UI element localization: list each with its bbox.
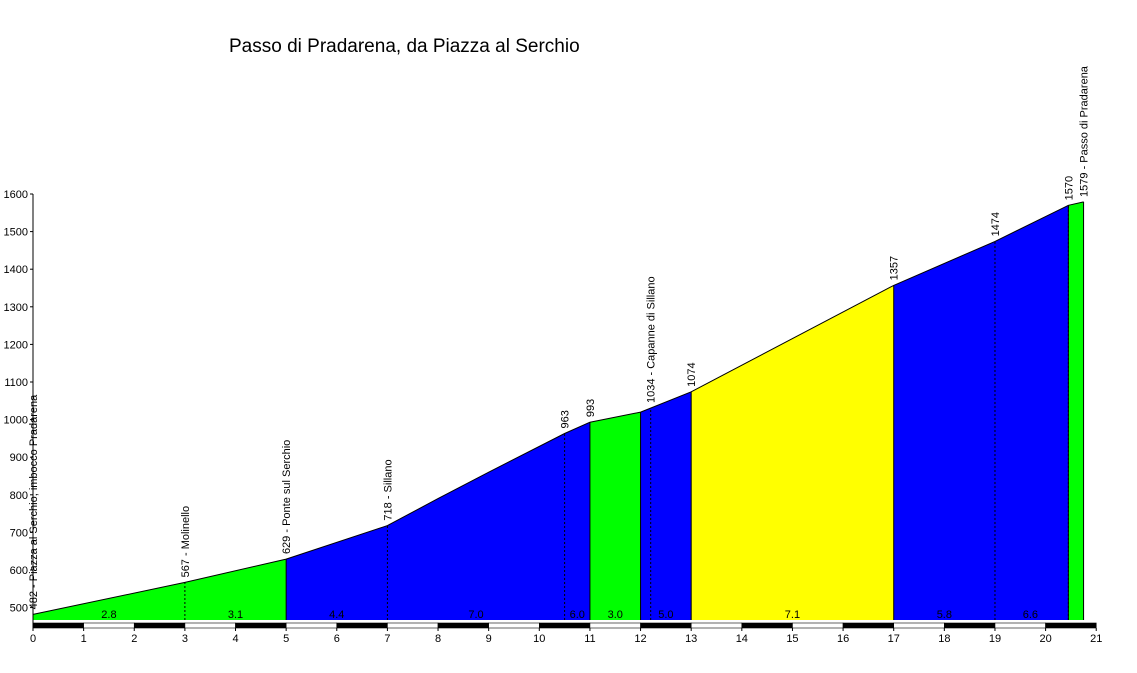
scale-block-2 xyxy=(133,622,186,629)
axes: 500 600 700 800 900 1000 1100 1200 1300 1400 1500 1… xyxy=(4,189,34,628)
x-tick-label-20: 20 xyxy=(1039,633,1051,645)
y-tick-label-1000: 1000 xyxy=(4,415,28,427)
gradient-label-4: 6.0 xyxy=(570,609,585,621)
scale-block-10 xyxy=(538,622,591,629)
gradient-segment-0 xyxy=(33,559,287,620)
y-tick-label-1100: 1100 xyxy=(4,377,28,389)
scale-block-6 xyxy=(336,622,388,629)
scale-block-5 xyxy=(285,622,338,629)
y-tick-label-1200: 1200 xyxy=(4,339,28,351)
y-tick-label-700: 700 xyxy=(10,527,28,539)
scale-block-14 xyxy=(741,622,793,629)
chart-title: Passo di Pradarena, da Piazza al Serchio xyxy=(229,36,580,57)
gradient-segment-1 xyxy=(286,422,590,620)
scale-block-8 xyxy=(437,622,489,629)
scale-block-16 xyxy=(842,622,895,629)
x-tick-label-12: 12 xyxy=(634,633,646,645)
gradient-segment-2 xyxy=(589,412,641,620)
point-label-4: 963 xyxy=(560,410,572,428)
scale-block-20 xyxy=(1045,622,1097,629)
y-tick-label-800: 800 xyxy=(10,490,28,502)
y-tick-label-1500: 1500 xyxy=(4,227,28,239)
gradient-label-0: 2.8 xyxy=(101,609,116,621)
gradient-label-2: 4.4 xyxy=(329,609,344,621)
point-label-2: 629 - Ponte sul Serchio xyxy=(281,440,293,554)
scale-block-18 xyxy=(944,622,996,629)
y-tick-label-900: 900 xyxy=(10,452,28,464)
point-label-3: 718 - Sillano xyxy=(382,459,394,520)
gradient-segment-4 xyxy=(691,285,894,620)
y-tick-label-1400: 1400 xyxy=(4,264,28,276)
gradient-label-5: 3.0 xyxy=(608,609,623,621)
scale-block-1 xyxy=(83,622,135,629)
point-label-8: 1357 xyxy=(889,256,901,280)
marker-lines xyxy=(184,205,1069,620)
gradient-segment-5 xyxy=(893,205,1069,621)
scale-block-9 xyxy=(488,622,540,629)
x-tick-label-4: 4 xyxy=(232,633,238,645)
x-tick-label-14: 14 xyxy=(736,633,748,645)
y-tick-label-600: 600 xyxy=(10,565,28,577)
x-tick-label-10: 10 xyxy=(533,633,545,645)
distance-scale-bar: 0 1 2 3 4 5 6 7 8 9 10 11 12 13 14 15 16 17 18 19 20 21 xyxy=(30,622,1102,645)
gradient-label-6: 5.0 xyxy=(658,609,673,621)
x-tick-label-19: 19 xyxy=(989,633,1001,645)
gradient-segment-6 xyxy=(1068,201,1084,620)
point-labels: 482 - Piazza al Serchio, imbocco Pradare… xyxy=(28,65,1091,609)
y-tick-label-1300: 1300 xyxy=(4,302,28,314)
profile-outline xyxy=(32,201,1085,620)
x-tick-label-16: 16 xyxy=(837,633,849,645)
point-label-7: 1074 xyxy=(686,362,698,386)
x-tick-label-1: 1 xyxy=(81,633,87,645)
scale-block-11 xyxy=(589,622,641,629)
scale-block-13 xyxy=(690,622,743,629)
x-tick-label-9: 9 xyxy=(486,633,492,645)
gradient-label-7: 7.1 xyxy=(785,609,800,621)
gradient-segment-3 xyxy=(640,391,692,620)
x-tick-label-0: 0 xyxy=(30,633,36,645)
scale-block-12 xyxy=(640,622,692,629)
x-tick-label-13: 13 xyxy=(685,633,697,645)
scale-block-15 xyxy=(792,622,844,629)
x-tick-label-2: 2 xyxy=(131,633,137,645)
scale-block-4 xyxy=(235,622,287,629)
x-tick-label-15: 15 xyxy=(786,633,798,645)
y-tick-label-500: 500 xyxy=(10,603,28,615)
gradient-label-3: 7.0 xyxy=(468,609,483,621)
x-tick-label-8: 8 xyxy=(435,633,441,645)
gradient-label-8: 5.8 xyxy=(937,609,952,621)
gradient-label-1: 3.1 xyxy=(228,609,243,621)
point-label-6: 1034 - Capanne di Sillano xyxy=(646,276,658,403)
x-tick-label-11: 11 xyxy=(584,633,595,645)
point-label-5: 993 xyxy=(585,399,597,417)
scale-block-17 xyxy=(893,622,945,629)
gradient-segments xyxy=(33,201,1084,621)
point-label-9: 1474 xyxy=(990,212,1002,236)
scale-block-0 xyxy=(32,622,84,629)
scale-block-7 xyxy=(387,622,439,629)
x-tick-label-5: 5 xyxy=(283,633,289,645)
x-tick-label-21: 21 xyxy=(1090,633,1102,645)
gradient-label-9: 6.6 xyxy=(1023,609,1038,621)
point-label-0: 482 - Piazza al Serchio, imbocco Pradare… xyxy=(28,394,40,609)
x-tick-label-18: 18 xyxy=(938,633,950,645)
point-label-1: 567 - Molinello xyxy=(180,506,192,578)
scale-block-3 xyxy=(184,622,236,629)
profile-line xyxy=(32,201,1084,615)
gradient-labels: 2.8 3.1 4.4 7.0 6.0 3.0 5.0 7.1 5.8 6.6 xyxy=(101,609,1038,621)
point-label-10: 1570 xyxy=(1063,176,1075,200)
x-tick-label-3: 3 xyxy=(182,633,188,645)
x-tick-label-7: 7 xyxy=(384,633,390,645)
scale-block-19 xyxy=(994,622,1046,629)
x-tick-label-6: 6 xyxy=(334,633,340,645)
y-tick-label-1600: 1600 xyxy=(4,189,28,201)
x-tick-label-17: 17 xyxy=(888,633,900,645)
point-label-11: 1579 - Passo di Pradarena xyxy=(1079,65,1091,197)
